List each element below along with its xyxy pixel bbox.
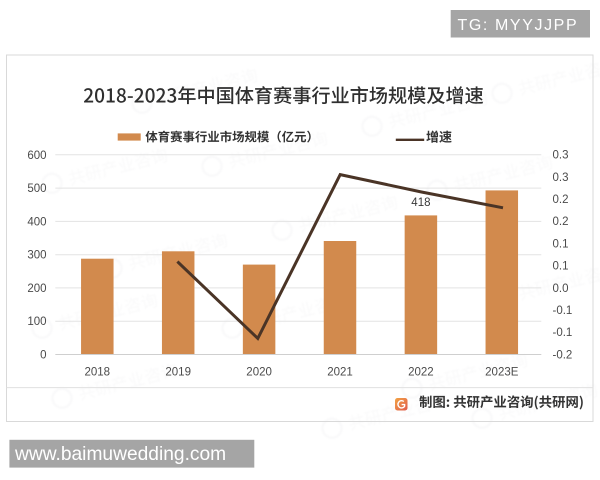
svg-text:2020: 2020 [246,367,272,379]
svg-text:-0.1: -0.1 [553,327,573,339]
svg-text:TG: MYYJJPP: TG: MYYJJPP [458,17,579,34]
svg-text:400: 400 [27,216,46,228]
svg-text:0.1: 0.1 [553,261,569,273]
svg-text:600: 600 [27,150,46,162]
svg-text:418: 418 [411,197,430,209]
svg-text:2018: 2018 [85,367,111,379]
svg-text:100: 100 [27,316,46,328]
svg-text:500: 500 [27,183,46,195]
svg-text:0: 0 [40,350,46,362]
svg-text:200: 200 [27,283,46,295]
svg-text:2022: 2022 [408,367,434,379]
svg-text:2019: 2019 [165,367,191,379]
svg-text:2021: 2021 [327,367,353,379]
svg-text:300: 300 [27,250,46,262]
svg-text:0.0: 0.0 [553,283,569,295]
svg-text:-0.2: -0.2 [553,349,573,361]
svg-text:-0.1: -0.1 [553,305,573,317]
svg-text:0.2: 0.2 [553,216,569,228]
svg-text:0.3: 0.3 [553,150,569,162]
svg-text:2023E: 2023E [485,367,519,379]
svg-text:0.2: 0.2 [553,194,569,206]
svg-text:0.1: 0.1 [553,238,569,250]
svg-text:www.baimuwedding.com: www.baimuwedding.com [14,444,226,465]
svg-text:0.3: 0.3 [553,172,569,184]
